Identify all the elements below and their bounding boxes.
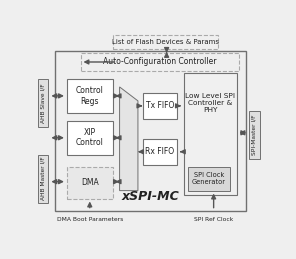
Bar (249, 111, 260, 159)
Bar (143, 139, 177, 165)
Bar (38, 155, 49, 203)
Bar (184, 73, 237, 195)
Text: DMA Boot Parameters: DMA Boot Parameters (57, 217, 123, 222)
Text: Control
Regs: Control Regs (76, 86, 104, 106)
Bar (81, 53, 239, 71)
Text: Auto-Configuration Controller: Auto-Configuration Controller (103, 57, 216, 67)
Bar (38, 79, 49, 127)
Text: SPI Ref Clock: SPI Ref Clock (194, 217, 233, 222)
Text: SPI Clock
Generator: SPI Clock Generator (192, 172, 226, 185)
Text: Tx FIFO: Tx FIFO (146, 101, 174, 110)
Bar (67, 121, 113, 155)
Bar (67, 79, 113, 113)
Text: AHB Slave I/F: AHB Slave I/F (41, 83, 46, 123)
Text: List of Flash Devices & Params: List of Flash Devices & Params (112, 39, 219, 45)
Polygon shape (120, 87, 138, 191)
Text: DMA: DMA (81, 178, 99, 187)
Bar (55, 51, 246, 211)
Bar (113, 35, 218, 49)
Bar (143, 93, 177, 119)
Text: Rx FIFO: Rx FIFO (145, 147, 174, 156)
Bar (67, 167, 113, 199)
Text: SPI-Master I/F: SPI-Master I/F (252, 114, 257, 155)
Text: Low Level SPI
Controller &
PHY: Low Level SPI Controller & PHY (185, 93, 235, 113)
Text: XIP
Control: XIP Control (76, 128, 104, 147)
Bar (189, 167, 230, 191)
Text: xSPI-MC: xSPI-MC (122, 190, 179, 203)
Text: AHB Master I/F: AHB Master I/F (41, 157, 46, 200)
